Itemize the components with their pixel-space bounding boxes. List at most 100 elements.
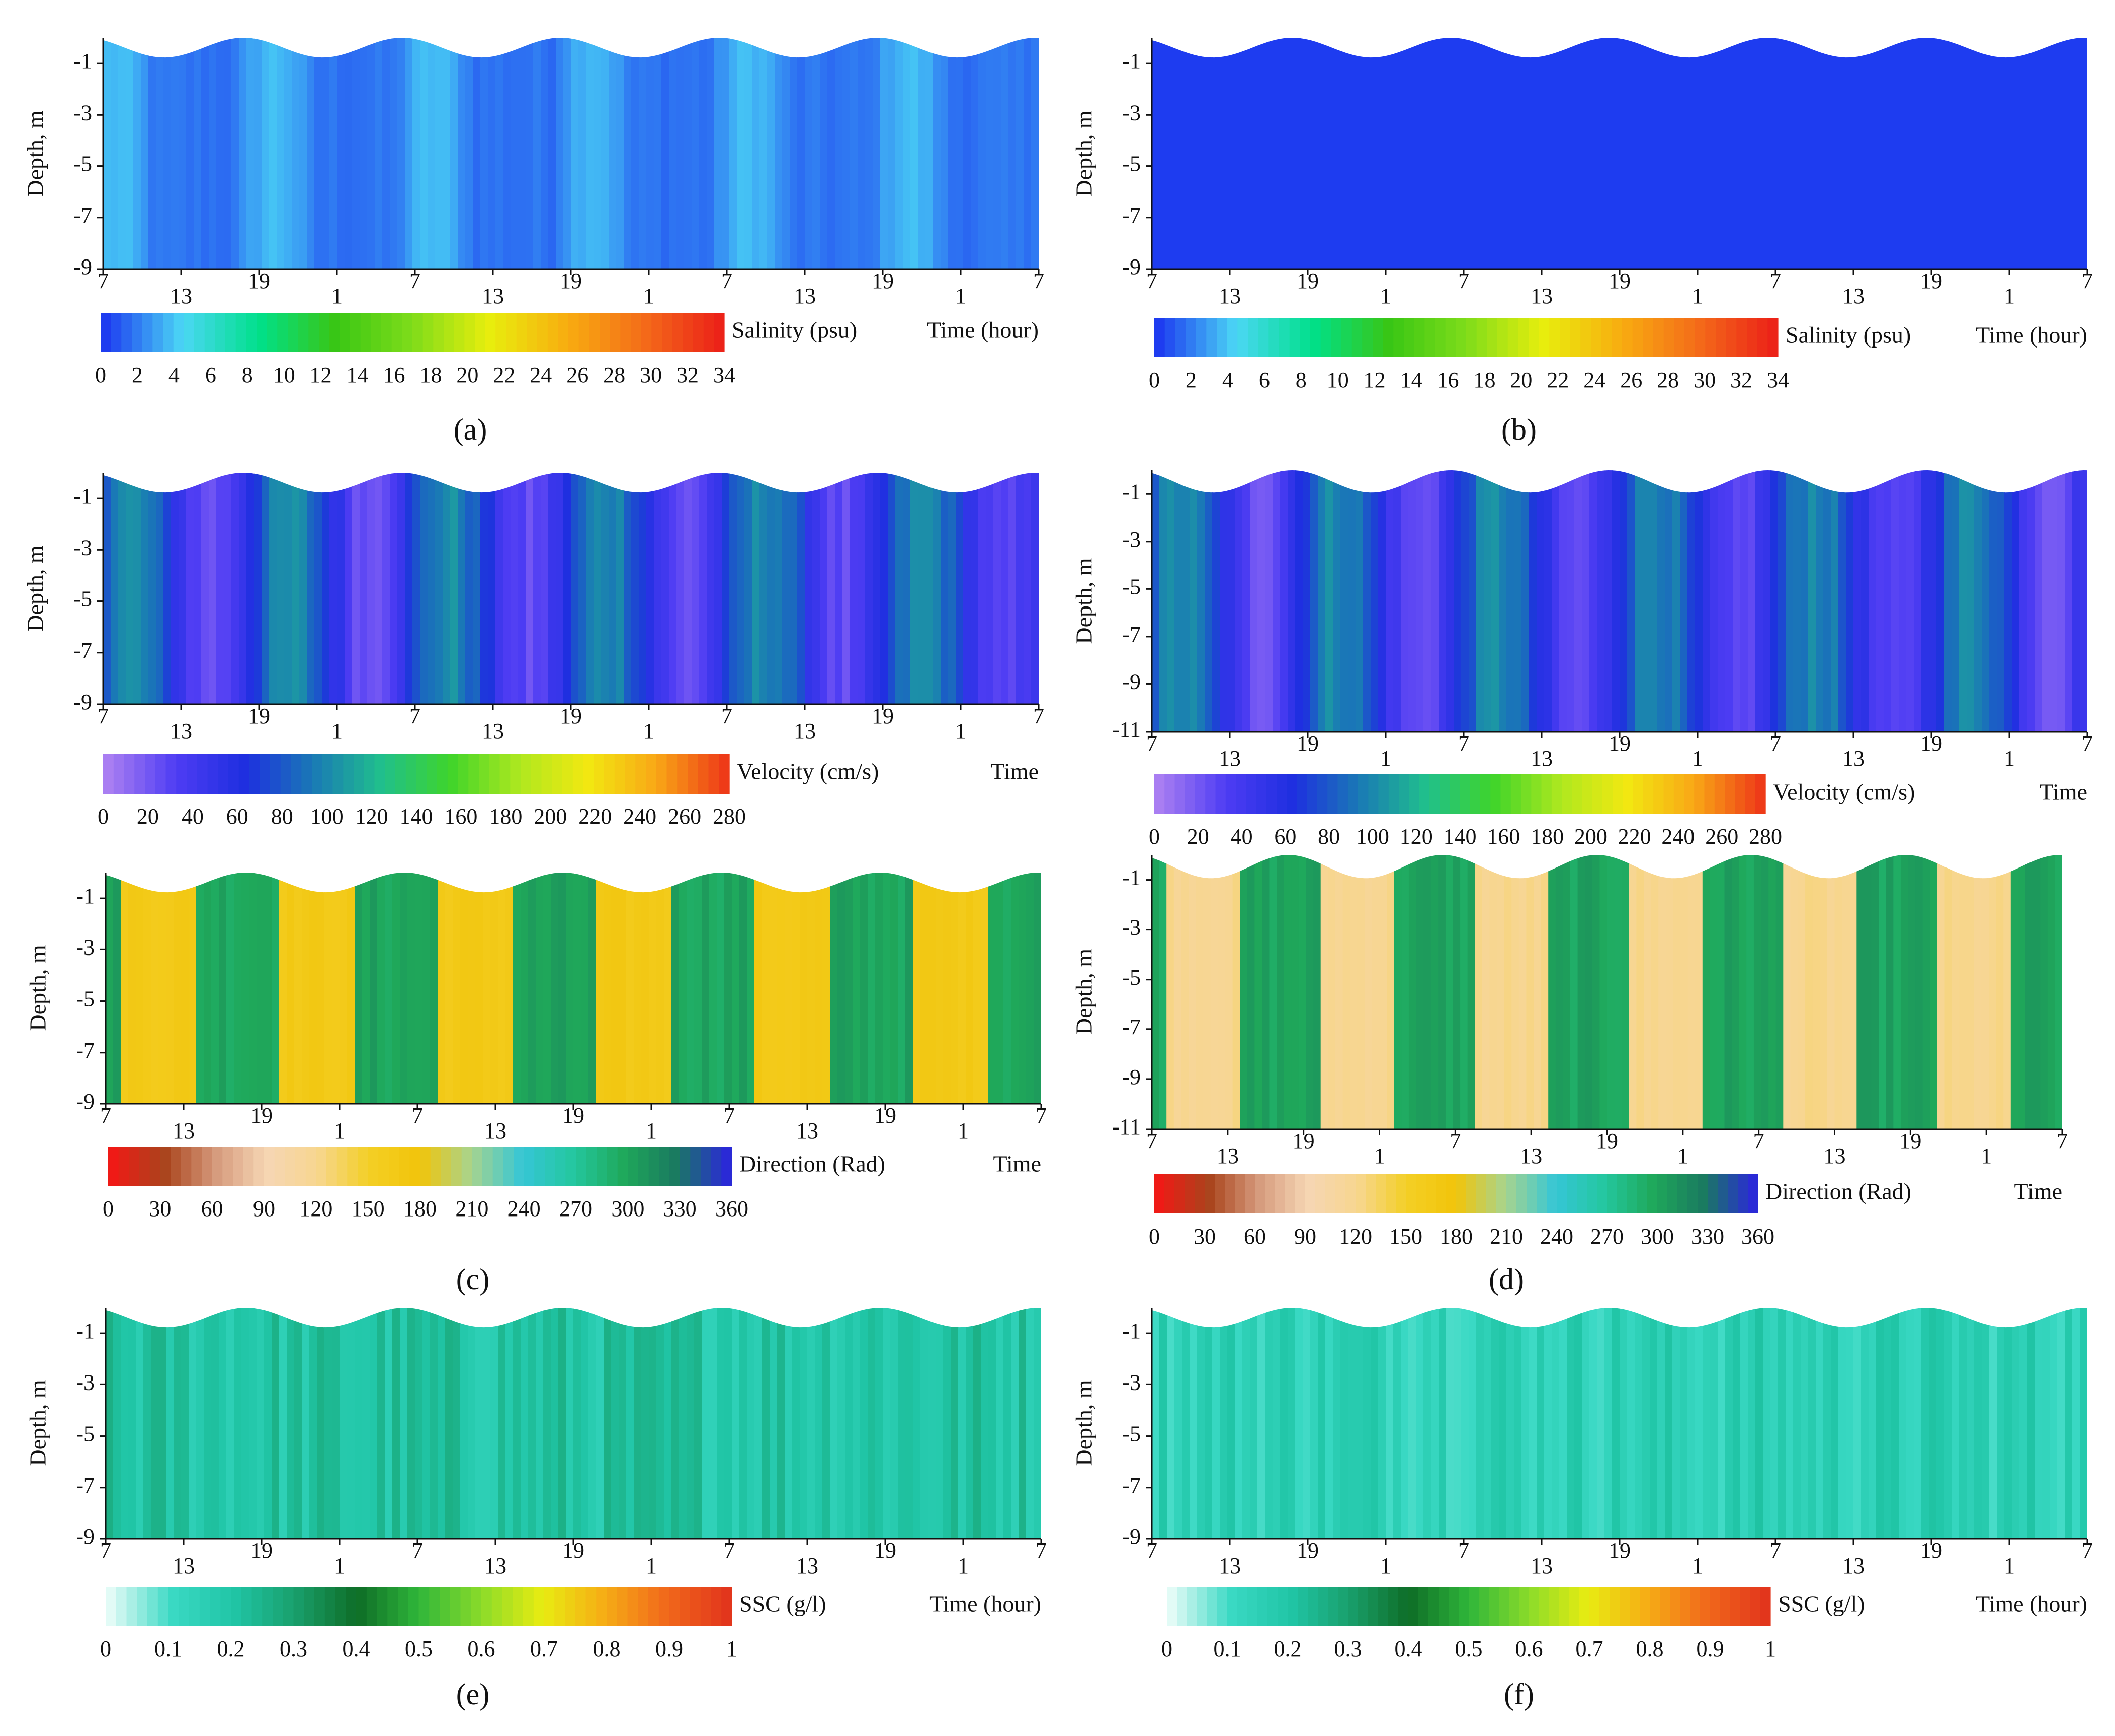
- heatmap-cell: [747, 873, 755, 1104]
- heatmap-cell: [284, 473, 292, 704]
- heatmap-cell: [1816, 1308, 1824, 1539]
- heatmap-cell: [196, 873, 204, 1104]
- heatmap-cell: [189, 873, 197, 1104]
- heatmap-cell: [941, 38, 949, 269]
- heatmap-cell: [226, 1308, 234, 1539]
- colorbar-tick-label: 28: [603, 363, 625, 387]
- heatmap-cell: [106, 1308, 114, 1539]
- heatmap-cell: [903, 473, 911, 704]
- x-tick-label: 7: [1146, 1129, 1157, 1153]
- colorbar-swatch: [356, 1587, 367, 1626]
- heatmap-cell: [412, 38, 420, 269]
- colorbar-swatch: [1547, 1174, 1557, 1213]
- heatmap-cell: [1899, 1308, 1907, 1539]
- panel-caption: (b): [1501, 413, 1537, 446]
- heatmap-cell: [196, 1308, 204, 1539]
- heatmap-cell: [329, 38, 337, 269]
- colorbar-tick-label: 18: [1473, 368, 1495, 392]
- colorbar-swatch: [1450, 774, 1461, 814]
- y-tick-label: -7: [76, 1038, 95, 1063]
- heatmap-cell: [586, 473, 594, 704]
- heatmap-cell: [679, 1308, 687, 1539]
- colorbar-swatch: [1767, 318, 1779, 357]
- colorbar-swatch: [523, 1587, 534, 1626]
- colorbar-swatch: [1288, 1587, 1298, 1626]
- heatmap-cell: [1725, 1308, 1733, 1539]
- heatmap-cell: [1340, 1308, 1348, 1539]
- colorbar-swatch: [565, 1147, 576, 1186]
- heatmap-cell: [1152, 38, 1160, 269]
- heatmap-cell: [943, 1308, 951, 1539]
- heatmap-cell: [762, 873, 770, 1104]
- colorbar-swatch: [1404, 318, 1415, 357]
- heatmap-cell: [1227, 1308, 1235, 1539]
- colorbar-tick-label: 0: [100, 1636, 111, 1661]
- heatmap-cell: [533, 473, 541, 704]
- heatmap-cell: [1408, 470, 1416, 732]
- heatmap-cell: [443, 473, 451, 704]
- heatmap-cell: [1607, 855, 1615, 1129]
- colorbar-swatch: [147, 1587, 158, 1626]
- heatmap-cell: [1541, 855, 1549, 1129]
- heatmap-cell: [1997, 38, 2005, 269]
- heatmap-cell: [216, 38, 224, 269]
- heatmap-cell: [171, 38, 179, 269]
- heatmap-cell: [563, 473, 571, 704]
- heatmap-cell: [2047, 855, 2056, 1129]
- heatmap-cell: [1514, 38, 1522, 269]
- heatmap-cell: [1755, 1308, 1763, 1539]
- heatmap-cell: [631, 38, 639, 269]
- heatmap-cell: [626, 1308, 634, 1539]
- heatmap-cell: [2027, 470, 2035, 732]
- heatmap-cell: [1597, 470, 1605, 732]
- colorbar-swatch: [1632, 318, 1643, 357]
- colorbar-tick-label: 270: [559, 1196, 593, 1221]
- heatmap-cell: [219, 1308, 227, 1539]
- heatmap-cell: [1166, 855, 1174, 1129]
- colorbar-swatch: [562, 754, 573, 794]
- heatmap-cell: [412, 473, 420, 704]
- heatmap-cell: [1635, 38, 1643, 269]
- heatmap-cell: [1635, 470, 1643, 732]
- heatmap-cell: [1718, 38, 1726, 269]
- y-tick-label: -1: [73, 49, 92, 73]
- colorbar-swatch: [1560, 318, 1571, 357]
- colorbar-tick-label: 120: [1339, 1224, 1372, 1249]
- heatmap-cell: [1816, 470, 1824, 732]
- heatmap-cell: [978, 38, 986, 269]
- heatmap-cell: [1936, 470, 1944, 732]
- heatmap-cell: [400, 873, 408, 1104]
- colorbar-swatch: [1728, 1174, 1738, 1213]
- x-tick-label: 13: [1520, 1144, 1542, 1168]
- colorbar-swatch: [1726, 318, 1737, 357]
- colorbar-swatch: [666, 754, 678, 794]
- heatmap-cell: [1386, 1308, 1394, 1539]
- y-tick-label: -5: [73, 587, 92, 612]
- heatmap-cell: [822, 1308, 830, 1539]
- colorbar-tick-label: 60: [201, 1196, 223, 1221]
- heatmap-cell: [1724, 855, 1732, 1129]
- colorbar-swatch: [1667, 1174, 1678, 1213]
- heatmap-cell: [317, 873, 325, 1104]
- heatmap-cell: [1952, 470, 1960, 732]
- colorbar-swatch: [1622, 318, 1633, 357]
- colorbar-swatch: [638, 1147, 649, 1186]
- heatmap-cell: [1453, 855, 1461, 1129]
- colorbar-tick-label: 0.6: [468, 1636, 495, 1661]
- heatmap-cell: [1879, 855, 1887, 1129]
- colorbar-swatch: [402, 313, 413, 352]
- heatmap-cell: [556, 38, 564, 269]
- colorbar-swatch: [1537, 1174, 1547, 1213]
- heatmap-cell: [898, 873, 906, 1104]
- colorbar-swatch: [1569, 1587, 1580, 1626]
- heatmap-cell: [528, 1308, 536, 1539]
- x-tick-label: 19: [1293, 1129, 1315, 1153]
- colorbar-swatch: [408, 1587, 419, 1626]
- y-tick-label: -7: [1122, 203, 1141, 228]
- heatmap-cell: [1356, 1308, 1364, 1539]
- heatmap-cell: [1454, 1308, 1462, 1539]
- colorbar-swatch: [1388, 774, 1399, 814]
- colorbar-swatch: [1489, 1587, 1499, 1626]
- colorbar-swatch: [1449, 1587, 1459, 1626]
